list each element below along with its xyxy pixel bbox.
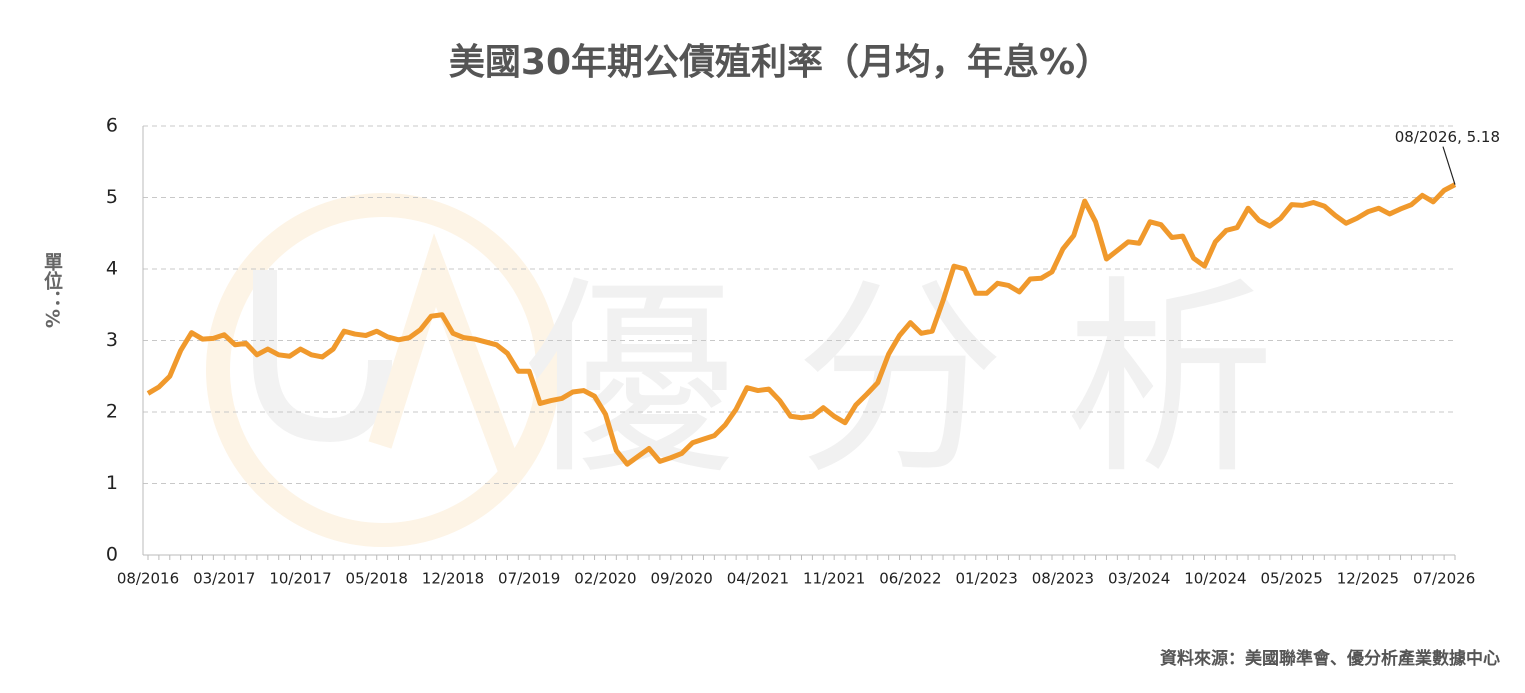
watermark-logo bbox=[206, 193, 560, 547]
x-tick-label: 06/2022 bbox=[879, 570, 941, 588]
x-tick-label: 10/2017 bbox=[269, 570, 331, 588]
y-tick-label: 4 bbox=[106, 258, 118, 280]
source-note: 資料來源：美國聯準會、優分析產業數據中心 bbox=[1160, 648, 1500, 669]
y-tick-label: 0 bbox=[106, 544, 118, 566]
x-tick-label: 10/2024 bbox=[1184, 570, 1246, 588]
x-tick-label: 12/2025 bbox=[1337, 570, 1399, 588]
x-tick-label: 07/2026 bbox=[1413, 570, 1475, 588]
chart-title: 美國30年期公債殖利率（月均，年息%） bbox=[449, 42, 1111, 83]
data-line bbox=[146, 182, 1457, 467]
y-axis-label: 單位：% bbox=[41, 252, 63, 328]
watermark-text: 優分析 bbox=[525, 258, 1335, 503]
y-tick-label: 3 bbox=[106, 329, 118, 351]
x-tick-label: 05/2025 bbox=[1260, 570, 1322, 588]
y-tick-label: 1 bbox=[106, 472, 118, 494]
x-tick-label: 08/2016 bbox=[117, 570, 179, 588]
x-tick-label: 11/2021 bbox=[803, 570, 865, 588]
x-tick-label: 08/2023 bbox=[1032, 570, 1094, 588]
x-tick-label: 03/2024 bbox=[1108, 570, 1170, 588]
x-tick-label: 07/2019 bbox=[498, 570, 560, 588]
x-tick-label: 05/2018 bbox=[346, 570, 408, 588]
x-tick-label: 04/2021 bbox=[727, 570, 789, 588]
x-tick-label: 03/2017 bbox=[193, 570, 255, 588]
x-tick-label: 09/2020 bbox=[651, 570, 713, 588]
annotation: 08/2026, 5.18 bbox=[1395, 128, 1500, 146]
y-tick-label: 5 bbox=[106, 186, 118, 208]
y-tick-label: 2 bbox=[106, 401, 118, 423]
annotation-leader bbox=[1442, 146, 1456, 185]
x-tick-label: 01/2023 bbox=[955, 570, 1017, 588]
x-tick-label: 12/2018 bbox=[422, 570, 484, 588]
y-tick-label: 6 bbox=[106, 115, 118, 137]
x-tick-label: 02/2020 bbox=[574, 570, 636, 588]
